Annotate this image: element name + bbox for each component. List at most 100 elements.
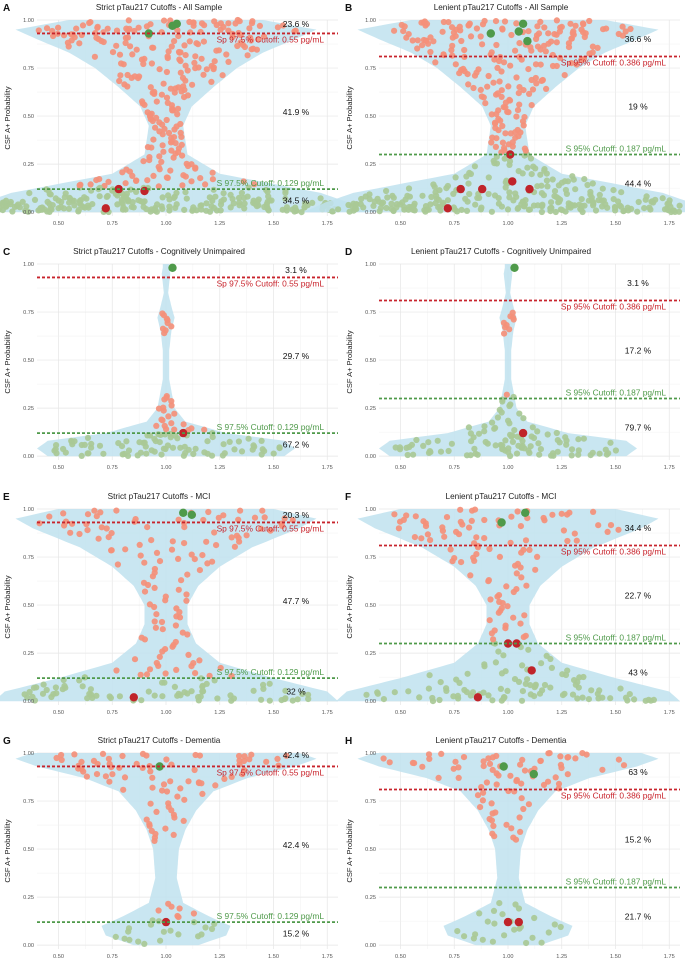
data-point bbox=[162, 670, 169, 677]
data-point bbox=[481, 661, 488, 668]
data-point bbox=[529, 934, 536, 941]
data-point bbox=[513, 113, 520, 120]
data-point bbox=[520, 415, 527, 422]
data-point bbox=[183, 597, 190, 604]
data-point bbox=[167, 85, 174, 92]
data-point bbox=[575, 436, 582, 443]
data-point bbox=[507, 62, 514, 69]
panel-letter: G bbox=[3, 736, 11, 747]
panel-C: Sp 97.5% Cutoff: 0.55 pg/mL S 97.5% Cutof… bbox=[3, 247, 338, 471]
data-point bbox=[514, 126, 521, 134]
data-point bbox=[661, 206, 669, 213]
data-point bbox=[467, 33, 475, 40]
x-tick-label: 0.75 bbox=[107, 710, 118, 716]
data-point bbox=[543, 177, 550, 184]
data-point bbox=[454, 692, 461, 699]
data-point bbox=[466, 524, 473, 531]
data-point bbox=[257, 525, 264, 532]
data-point bbox=[95, 535, 102, 542]
panel-letter: E bbox=[3, 492, 10, 503]
data-point bbox=[581, 176, 588, 183]
data-point bbox=[478, 93, 485, 100]
data-point bbox=[60, 510, 67, 517]
data-point bbox=[298, 209, 305, 216]
data-point bbox=[149, 784, 156, 791]
data-point bbox=[437, 679, 444, 686]
y-tick-label: 0.75 bbox=[23, 66, 34, 72]
x-tick-label: 1.25 bbox=[214, 710, 225, 716]
reference-point bbox=[187, 510, 196, 519]
data-point bbox=[100, 450, 107, 457]
data-point bbox=[186, 18, 193, 26]
data-point bbox=[466, 190, 473, 198]
data-point bbox=[199, 552, 206, 559]
data-point bbox=[576, 201, 583, 208]
data-point bbox=[380, 755, 387, 762]
y-tick-label: 0.50 bbox=[23, 358, 34, 364]
data-point bbox=[551, 188, 559, 195]
data-point bbox=[448, 440, 455, 447]
data-point bbox=[43, 686, 50, 694]
data-point bbox=[128, 203, 135, 210]
data-point bbox=[537, 757, 544, 764]
data-point bbox=[557, 761, 564, 768]
violin bbox=[37, 264, 295, 457]
data-point bbox=[76, 530, 83, 538]
data-point bbox=[189, 81, 196, 88]
data-point bbox=[538, 208, 545, 216]
data-point bbox=[445, 447, 452, 455]
data-point bbox=[168, 546, 176, 553]
highlight-points bbox=[499, 762, 538, 927]
percent-label: 23.6 % bbox=[283, 19, 310, 29]
data-point bbox=[153, 98, 160, 105]
y-tick-label: 0.75 bbox=[365, 66, 376, 72]
data-point bbox=[231, 446, 238, 453]
data-point bbox=[226, 438, 233, 445]
data-point bbox=[26, 190, 33, 197]
data-point bbox=[61, 682, 68, 690]
data-point bbox=[511, 427, 518, 434]
x-tick-label: 1.50 bbox=[610, 954, 621, 958]
s-cutoff-label: S 97.5% Cutoff: 0.129 pg/mL bbox=[217, 178, 325, 188]
data-point bbox=[551, 30, 558, 38]
data-point bbox=[469, 689, 477, 696]
data-point bbox=[221, 775, 228, 782]
data-point bbox=[552, 774, 559, 781]
data-point bbox=[104, 25, 111, 32]
points bbox=[363, 506, 657, 705]
violin bbox=[357, 753, 659, 946]
data-point bbox=[635, 198, 642, 206]
y-tick-label: 0.00 bbox=[365, 699, 376, 705]
data-point bbox=[489, 697, 496, 704]
data-point bbox=[76, 40, 83, 47]
data-point bbox=[163, 788, 171, 795]
data-point bbox=[525, 66, 532, 73]
data-point bbox=[386, 759, 393, 766]
data-point bbox=[57, 203, 65, 210]
data-point bbox=[178, 141, 185, 148]
data-point bbox=[203, 200, 210, 207]
data-point bbox=[467, 430, 474, 437]
panel-title: Strict pTau217 Cutoffs - All Sample bbox=[96, 3, 223, 12]
data-point bbox=[281, 515, 288, 522]
data-point bbox=[7, 198, 14, 206]
data-point bbox=[210, 64, 217, 71]
y-tick-label: 1.00 bbox=[365, 18, 376, 24]
data-point bbox=[103, 525, 110, 532]
data-point bbox=[177, 69, 184, 76]
data-point bbox=[204, 560, 211, 567]
y-tick-label: 0.00 bbox=[365, 210, 376, 216]
sp-cutoff-label: Sp 97.5% Cutoff: 0.55 pg/mL bbox=[217, 523, 325, 533]
data-point bbox=[574, 695, 581, 702]
data-point bbox=[35, 27, 42, 34]
data-point bbox=[159, 142, 166, 149]
x-tick-label: 1.50 bbox=[268, 465, 279, 471]
data-point bbox=[488, 800, 495, 807]
data-point bbox=[163, 393, 170, 400]
data-point bbox=[156, 119, 163, 126]
data-point bbox=[540, 192, 547, 199]
x-tick-label: 0.75 bbox=[449, 710, 460, 716]
data-point bbox=[117, 72, 124, 79]
y-tick-label: 0.00 bbox=[365, 454, 376, 460]
data-point bbox=[147, 800, 154, 807]
